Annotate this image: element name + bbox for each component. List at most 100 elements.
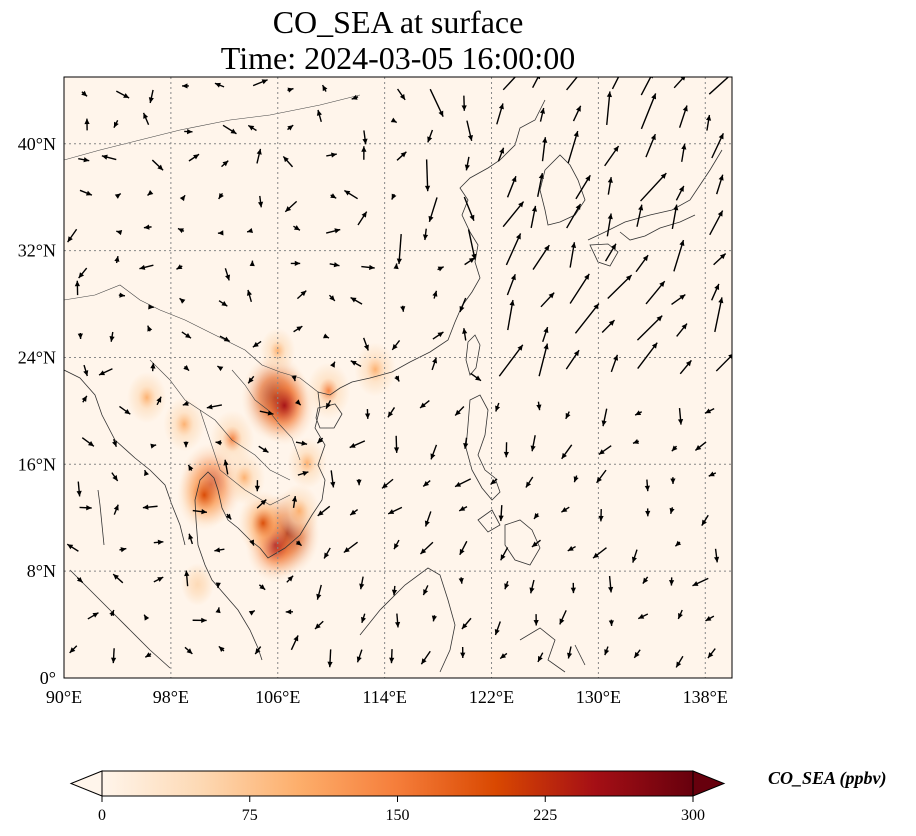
taiwan-coastline: [465, 334, 481, 376]
wind-arrow: [635, 254, 649, 273]
wind-arrow: [246, 289, 253, 302]
wind-arrow: [422, 585, 429, 596]
wind-arrow: [109, 331, 115, 342]
wind-arrow: [218, 645, 225, 652]
wind-arrow: [112, 438, 117, 447]
wind-arrow: [466, 120, 473, 141]
wind-arrow: [257, 195, 264, 208]
wind-arrow: [150, 362, 156, 372]
wind-arrow: [66, 543, 79, 552]
wind-arrow: [640, 93, 657, 130]
wind-arrow: [502, 77, 517, 91]
wind-arrow: [81, 437, 95, 447]
wind-arrow: [287, 87, 294, 93]
wind-arrow: [297, 470, 309, 476]
lon-tick-label: 90°E: [46, 687, 82, 707]
wind-arrow: [601, 408, 608, 427]
wind-arrow: [179, 297, 186, 304]
wind-arrow: [606, 91, 613, 126]
wind-arrow: [222, 124, 237, 135]
wind-arrow: [500, 547, 509, 561]
wind-arrow: [679, 359, 692, 375]
wind-arrow: [575, 174, 591, 200]
wind-arrow: [148, 89, 154, 104]
wind-arrow: [532, 244, 550, 270]
wind-arrow: [431, 357, 438, 371]
wind-arrow: [432, 331, 444, 340]
wind-arrow: [218, 192, 224, 200]
concentration-field: [127, 328, 397, 606]
co-hotspot: [253, 365, 316, 446]
wind-arrow: [316, 109, 322, 123]
wind-arrow: [98, 368, 113, 376]
wind-arrow: [604, 145, 620, 167]
wind-arrow: [350, 296, 363, 305]
wind-arrow: [321, 84, 328, 92]
co-hotspot: [237, 490, 289, 556]
wind-arrow: [343, 189, 358, 200]
wind-arrow: [536, 172, 544, 197]
wind-arrow: [387, 407, 396, 418]
wind-arrow: [287, 124, 294, 131]
country-borders: [64, 94, 361, 506]
wind-arrow: [677, 609, 683, 620]
wind-arrow: [454, 406, 465, 417]
wind-arrow: [542, 326, 549, 343]
wind-arrow: [430, 444, 438, 460]
co-hotspot: [278, 484, 320, 539]
wind-arrow: [252, 340, 262, 348]
title-line-1: CO_SEA at surface: [272, 4, 524, 40]
wind-arrow: [76, 576, 84, 584]
lat-tick-label: 24°N: [18, 347, 56, 367]
wind-arrow: [607, 177, 613, 195]
wind-arrow: [498, 505, 504, 522]
wind-arrow: [215, 582, 221, 589]
wind-arrow: [538, 343, 549, 377]
wind-arrow: [537, 652, 544, 663]
wind-arrow: [569, 242, 577, 268]
wind-arrow: [291, 375, 297, 382]
wind-arrow: [632, 438, 640, 444]
wind-arrow: [678, 105, 688, 128]
wind-arrow: [464, 257, 476, 266]
border-lines: [64, 94, 361, 506]
wind-arrow: [223, 459, 229, 475]
wind-arrow: [470, 372, 482, 382]
wind-arrow: [188, 533, 194, 545]
wind-arrow: [214, 547, 225, 553]
colorbar-body: [101, 770, 694, 797]
wind-arrow: [218, 300, 228, 307]
colorbar-tick-label: 225: [533, 807, 557, 824]
wind-arrow: [286, 575, 294, 583]
wind-arrow: [317, 505, 331, 517]
map-frame: [63, 76, 733, 679]
lon-tick-label: 114°E: [362, 687, 407, 707]
wind-arrow: [573, 475, 579, 483]
wind-arrow: [606, 213, 613, 237]
wind-arrow: [393, 539, 400, 550]
wind-arrow: [296, 290, 307, 300]
japan-coastline: [587, 149, 723, 267]
wind-arrow: [150, 443, 157, 449]
wind-arrow: [249, 260, 255, 267]
wind-arrow: [610, 354, 619, 373]
lon-tick-label: 138°E: [683, 687, 728, 707]
wind-arrow: [69, 645, 78, 654]
map-title: CO_SEA at surface Time: 2024-03-05 16:00…: [64, 4, 732, 76]
co-hotspot: [260, 328, 296, 374]
wind-arrow: [530, 205, 538, 229]
wind-arrow: [701, 514, 709, 526]
wind-arrow: [142, 112, 150, 125]
wind-arrow: [330, 193, 337, 199]
wind-arrow: [143, 224, 152, 230]
wind-arrow: [459, 297, 467, 313]
wind-arrow: [284, 200, 298, 213]
wind-arrow: [343, 541, 359, 554]
wind-arrow: [424, 511, 432, 527]
wind-arrow: [110, 648, 117, 664]
wind-arrow: [561, 444, 573, 460]
wind-arrow: [709, 210, 724, 236]
wind-arrow: [144, 469, 149, 477]
wind-arrow: [116, 230, 123, 236]
wind-arrow: [428, 197, 438, 223]
